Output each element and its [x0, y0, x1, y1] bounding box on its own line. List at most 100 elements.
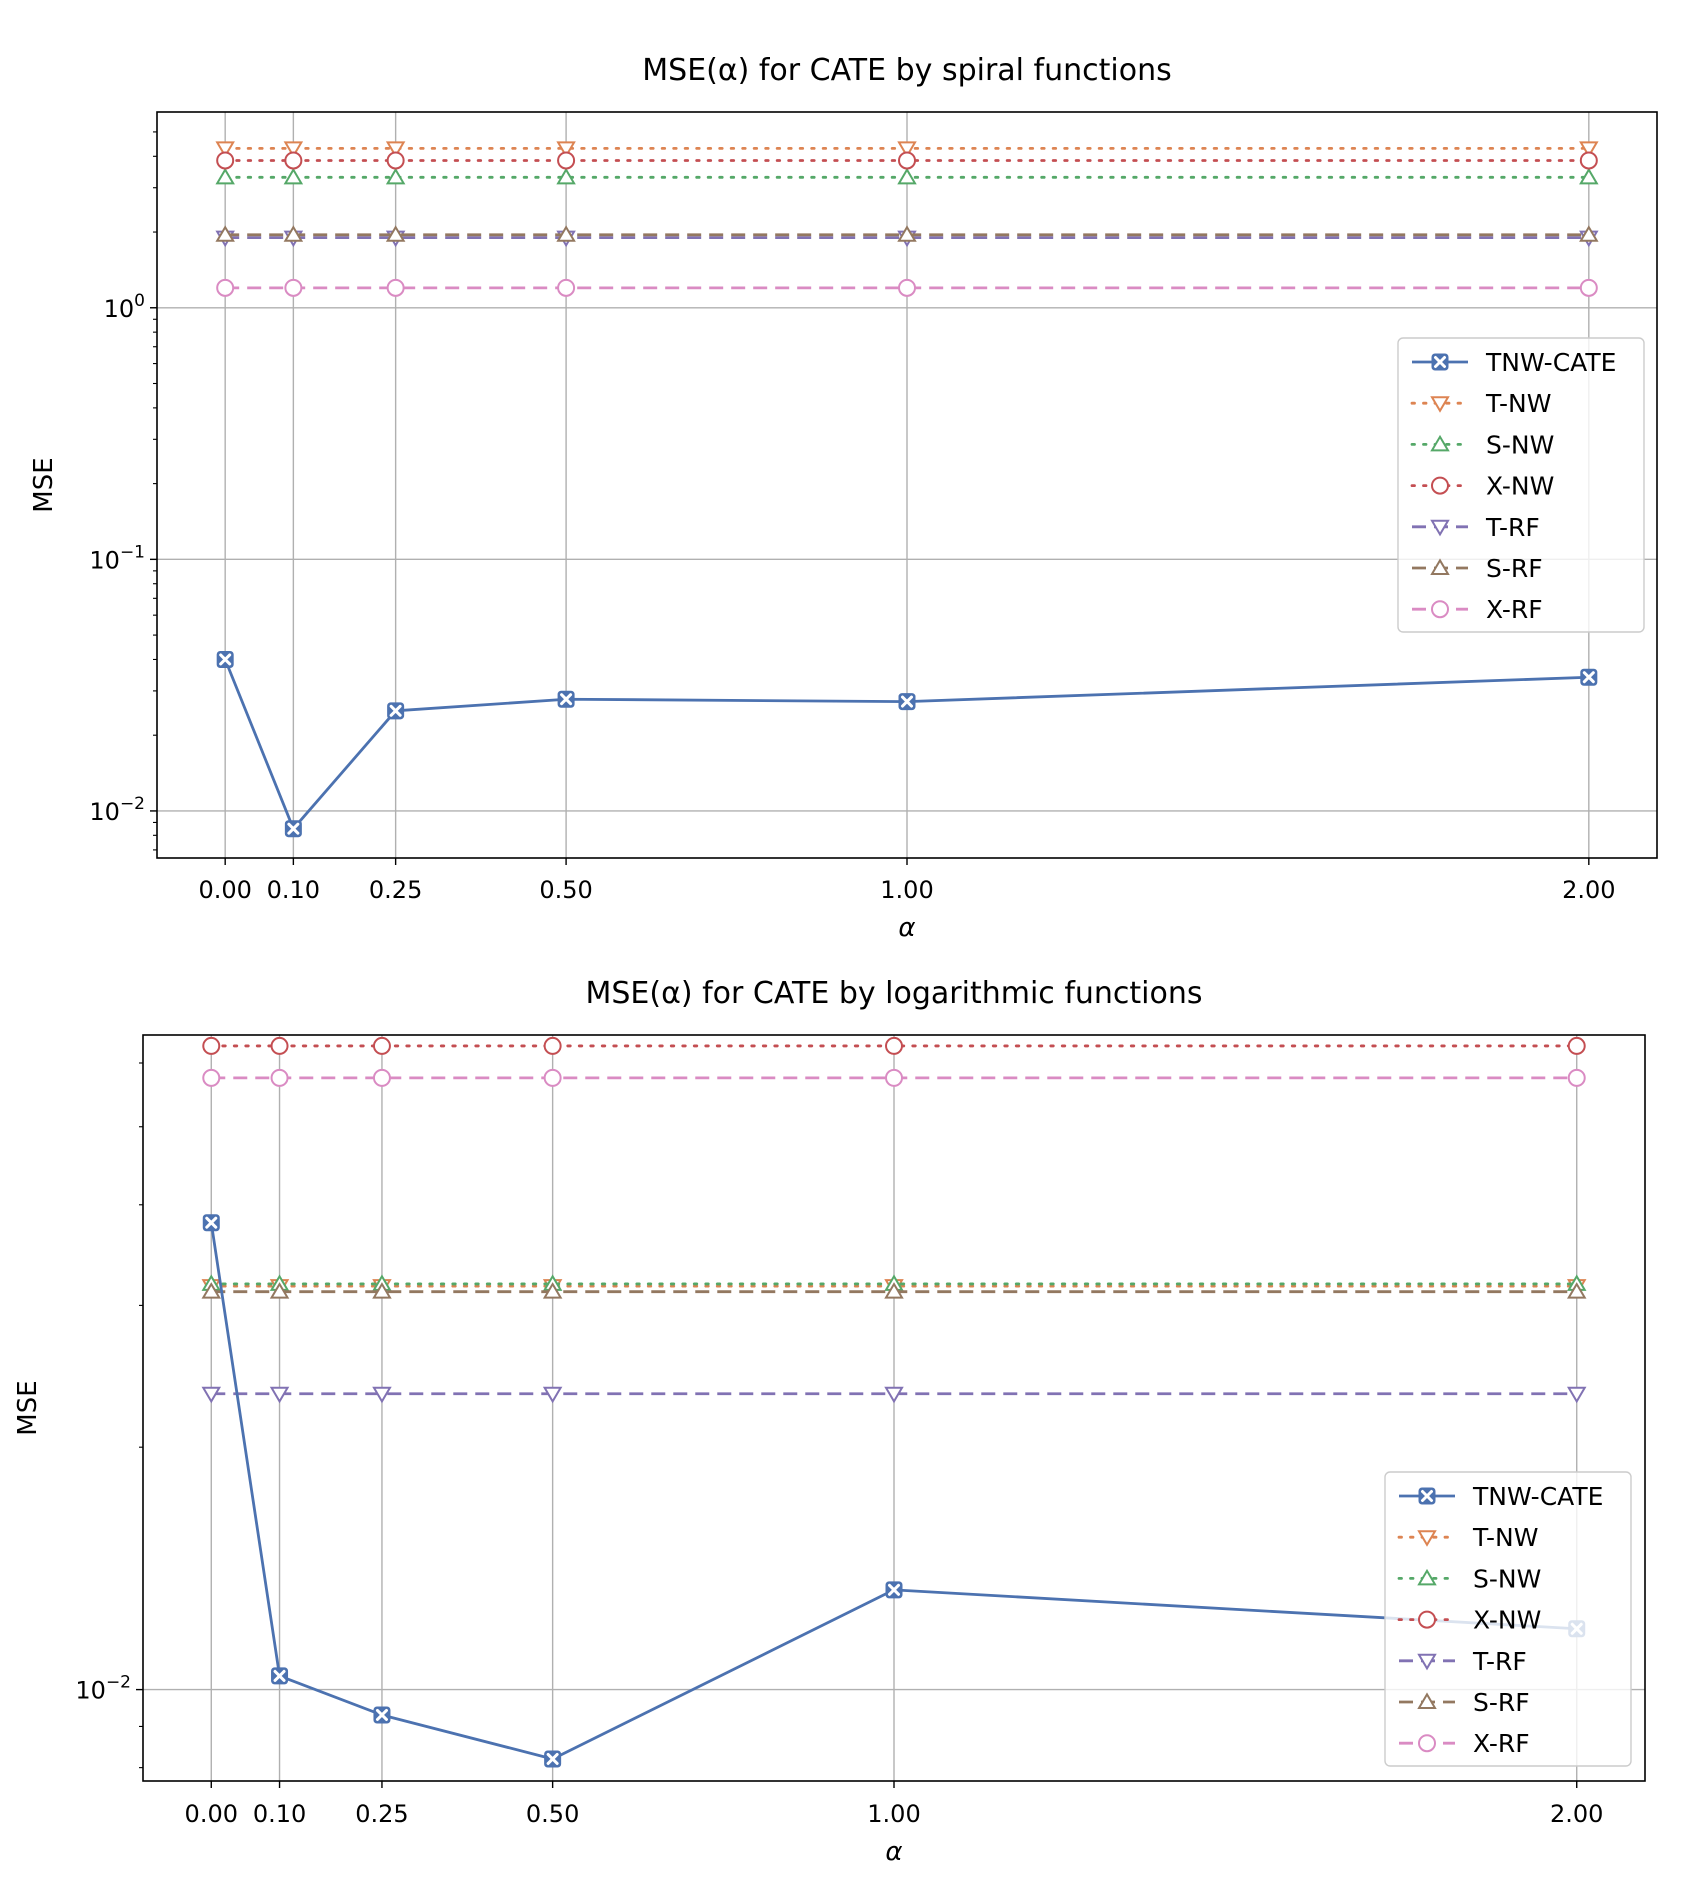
chart-2-legend-label-x-rf: X-RF	[1473, 1729, 1530, 1758]
chart-2-point-s-rf-1	[269, 1282, 290, 1299]
chart-1-x-tick-label-2: 0.25	[369, 876, 422, 904]
chart-1-point-s-nw-5	[1579, 167, 1599, 185]
chart-1-legend-marker-tnw-cate	[1431, 353, 1449, 371]
chart-1-point-x-nw-4	[898, 151, 916, 170]
chart-2-legend-marker-x-nw	[1418, 1610, 1436, 1629]
chart-2-legend-box	[1384, 1471, 1632, 1767]
chart-1-x-tick-label-5: 2.00	[1562, 876, 1615, 904]
chart-1-point-s-rf-5	[1579, 225, 1599, 242]
chart-1-point-x-rf-1	[284, 278, 303, 297]
chart-1-point-s-rf-3	[556, 225, 576, 242]
chart-1-y-tick-exp-2: 0	[134, 291, 145, 311]
chart-1-legend-marker-t-nw	[1430, 396, 1450, 413]
chart-1-legend-label-s-rf: S-RF	[1486, 554, 1543, 583]
chart-1-point-tnw-cate-3	[557, 690, 575, 708]
chart-2-point-t-rf-4	[884, 1386, 904, 1404]
chart-1-point-x-rf-3	[557, 278, 576, 297]
chart-1-series-x-nw	[216, 151, 1598, 170]
chart-2-point-x-rf-0	[202, 1068, 221, 1087]
chart-2-point-tnw-cate-2	[373, 1706, 391, 1724]
chart-1-y-tick-base-1: 10	[89, 546, 120, 574]
chart-2-point-tnw-cate-1	[271, 1667, 289, 1685]
chart-1-point-x-nw-5	[1579, 151, 1598, 170]
chart-2-point-x-nw-3	[543, 1036, 562, 1055]
chart-1-legend-marker-x-nw	[1431, 476, 1449, 495]
chart-2-line-tnw-cate	[209, 1222, 1577, 1761]
chart-1-point-tnw-cate-5	[1580, 668, 1598, 686]
chart-2-point-x-rf-3	[543, 1068, 562, 1087]
chart-1-point-tnw-cate-4	[898, 693, 916, 711]
chart-1-legend-label-t-rf: T-RF	[1485, 513, 1540, 542]
chart-2-point-x-nw-0	[202, 1036, 221, 1055]
chart-2-point-x-rf-2	[372, 1068, 391, 1087]
chart-2-y-tick-exp-0: −2	[106, 1673, 131, 1693]
chart-2-series-t-rf	[201, 1386, 1587, 1404]
chart-2-point-tnw-cate-4	[885, 1581, 903, 1599]
chart-2-point-tnw-cate-3	[544, 1750, 562, 1768]
chart-1-point-s-nw-1	[283, 167, 304, 185]
chart-2-point-x-rf-1	[270, 1068, 289, 1087]
chart-2-point-s-rf-0	[201, 1282, 222, 1299]
chart-1-series-tnw-cate	[216, 650, 1598, 838]
chart-2-legend: TNW-CATE T-NW S-NW X-NW T-RF S-RF X-RF	[1384, 1471, 1632, 1767]
chart-2-point-tnw-cate-0	[202, 1214, 220, 1232]
chart-1-point-tnw-cate-5-cross	[1582, 671, 1595, 684]
chart-1-x-tick-label-1: 0.10	[267, 876, 320, 904]
chart-1-legend-marker-tnw-cate-cross	[1434, 356, 1446, 368]
chart-2-point-x-nw-5	[1567, 1036, 1586, 1055]
chart-2-point-x-nw-1	[270, 1036, 289, 1055]
chart-2-x-tick-label-5: 2.00	[1550, 1800, 1603, 1828]
chart-2-x-tick-label-1: 0.10	[253, 1800, 306, 1828]
chart-1-point-x-nw-1	[284, 151, 303, 170]
chart-2-y-tick-label-0: 10−2	[75, 1673, 131, 1705]
chart-2-title: MSE(α) for CATE by logarithmic functions	[585, 976, 1202, 1011]
chart-2-x-ticks: 0.00 0.10 0.25 0.50 1.00 2.00	[185, 1781, 1603, 1828]
chart-2-y-tick-base-0: 10	[75, 1677, 106, 1705]
chart-1-point-tnw-cate-2	[387, 702, 405, 720]
chart-2-series-s-rf	[201, 1282, 1587, 1299]
chart-1-point-tnw-cate-1-cross	[287, 822, 300, 835]
chart-2-legend-marker-t-nw	[1417, 1530, 1437, 1547]
chart-1-point-x-rf-0	[216, 278, 235, 297]
chart-1-x-axis-label: α	[898, 913, 915, 943]
chart-2-series-x-rf	[202, 1068, 1586, 1087]
chart-1-point-s-rf-0	[215, 225, 235, 242]
chart-1-x-tick-label-0: 0.00	[198, 876, 251, 904]
chart-1-y-tick-exp-0: −2	[120, 794, 145, 814]
chart-1-legend-label-t-nw: T-NW	[1485, 389, 1551, 418]
chart-1-y-tick-base-2: 10	[104, 295, 135, 323]
chart-2-point-tnw-cate-1-cross	[273, 1669, 286, 1682]
chart-2-point-x-nw-2	[372, 1036, 391, 1055]
chart-2-point-s-rf-5	[1566, 1282, 1587, 1299]
chart-2-point-tnw-cate-4-cross	[888, 1583, 900, 1596]
chart-1-point-x-rf-2	[386, 278, 405, 297]
chart-1-point-s-nw-3	[556, 167, 576, 185]
chart-1-point-s-nw-4	[897, 167, 917, 185]
chart-1-point-s-nw-2	[385, 167, 406, 185]
chart-2-series	[201, 1036, 1587, 1768]
chart-2-point-t-rf-1	[269, 1386, 290, 1404]
chart-1-point-x-nw-2	[386, 151, 405, 170]
chart-2-point-x-rf-5	[1567, 1068, 1586, 1087]
chart-2-legend-label-t-nw: T-NW	[1472, 1523, 1538, 1552]
chart-2-x-tick-label-3: 0.50	[526, 1800, 579, 1828]
chart-1-point-x-rf-4	[898, 278, 916, 297]
chart-2-x-tick-label-4: 1.00	[867, 1800, 920, 1828]
chart-1-legend-label-tnw-cate: TNW-CATE	[1485, 348, 1616, 377]
chart-1-line-tnw-cate	[223, 658, 1589, 831]
chart-2-point-t-rf-0	[201, 1386, 222, 1404]
chart-2-point-tnw-cate-3-cross	[546, 1753, 559, 1765]
chart-2-x-tick-label-2: 0.25	[355, 1800, 408, 1828]
chart-1-legend-label-x-rf: X-RF	[1486, 595, 1543, 624]
chart-1-point-t-nw-3	[556, 141, 576, 158]
chart-2-legend-label-tnw-cate: TNW-CATE	[1472, 1482, 1603, 1511]
chart-2-legend-label-s-rf: S-RF	[1473, 1688, 1530, 1717]
chart-2-point-s-rf-2	[372, 1282, 392, 1299]
chart-1-legend-marker-s-nw	[1430, 434, 1450, 452]
chart-1-y-tick-label-0: 10−2	[89, 794, 145, 826]
chart-1-point-t-nw-4	[897, 141, 917, 158]
chart-1-legend-marker-t-rf	[1430, 519, 1450, 537]
chart-2-point-t-rf-2	[372, 1386, 392, 1404]
